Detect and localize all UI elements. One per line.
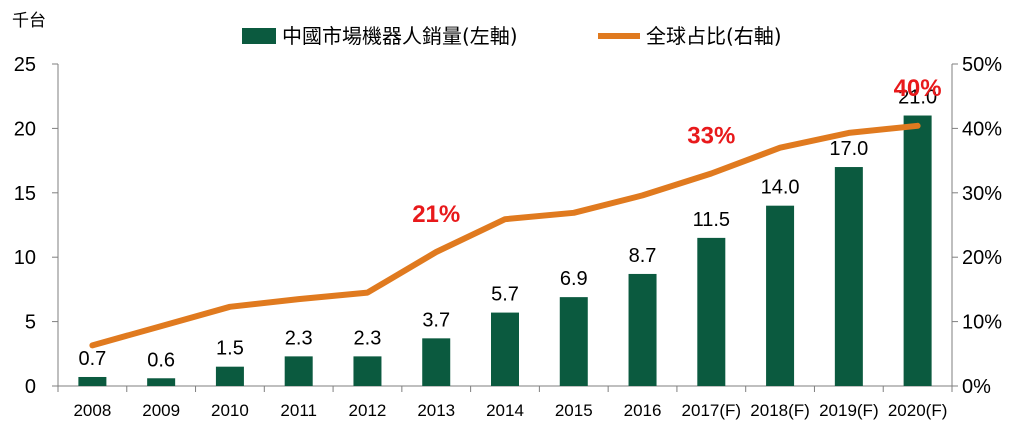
- x-tick-label: 2018(F): [750, 401, 810, 420]
- bar-value-label: 2.3: [354, 327, 382, 349]
- bar: [353, 356, 382, 386]
- bar: [491, 312, 519, 386]
- y-left-tick-label: 25: [14, 54, 36, 76]
- share-callout: 21%: [412, 201, 460, 228]
- x-tick-label: 2010: [211, 401, 249, 420]
- x-tick-label: 2014: [486, 401, 524, 420]
- bar: [147, 378, 176, 386]
- y-right-tick-label: 0%: [962, 376, 991, 398]
- bar-value-label: 6.9: [560, 268, 588, 290]
- bar: [78, 376, 107, 386]
- bar-value-label: 1.5: [216, 338, 244, 360]
- bar: [766, 205, 795, 386]
- bar-value-labels: 0.7 0.6 1.5 2.3 2.3 3.7 5.7 6.9 8.7 11.5 14.0 17.0 2…: [78, 87, 937, 372]
- x-tick-label: 2011: [280, 401, 317, 420]
- x-tick-label: 2008: [73, 401, 111, 420]
- y-right-tick-label: 40%: [962, 118, 1002, 140]
- y-left-axis-label: 千台: [12, 11, 46, 30]
- y-left-tick-label: 0: [25, 376, 36, 398]
- y-left-tick-label: 20: [14, 118, 36, 140]
- share-callout: 40%: [894, 75, 942, 102]
- bar-series: [78, 115, 932, 387]
- bar: [559, 297, 588, 386]
- y-left-tick-label: 15: [14, 183, 36, 205]
- bar-value-label: 11.5: [693, 209, 730, 231]
- bar: [215, 366, 244, 386]
- x-tick-label: 2020(F): [888, 401, 948, 420]
- bar-value-label: 21.0: [898, 87, 937, 109]
- bar: [834, 167, 863, 386]
- line-series: [89, 122, 921, 349]
- bar-value-label: 14.0: [761, 177, 800, 199]
- bar-value-label: 8.7: [629, 245, 657, 267]
- share-line: [89, 122, 921, 349]
- x-tick-labels: 2008 2009 2010 2011 2012 2013 2014 2015 2016 2017…: [73, 401, 947, 420]
- bar-value-label: 3.7: [422, 309, 450, 331]
- bar: [697, 237, 726, 386]
- x-tick-label: 2016: [624, 401, 662, 420]
- share-callout: 33%: [687, 122, 735, 149]
- y-right-tick-label: 50%: [962, 54, 1002, 76]
- x-tick-label: 2009: [142, 401, 180, 420]
- legend-label-bars: 中國市場機器人銷量(左軸): [282, 24, 518, 48]
- x-tick-label: 2013: [417, 401, 455, 420]
- bar-value-label: 5.7: [491, 284, 519, 306]
- bar: [628, 273, 657, 386]
- bar: [903, 115, 932, 387]
- legend: 中國市場機器人銷量(左軸) 全球占比(右軸): [242, 24, 782, 48]
- bar-value-label: 0.6: [147, 349, 175, 371]
- y-left-tick-label: 5: [25, 312, 36, 334]
- x-tick-label: 2015: [555, 401, 593, 420]
- bar: [422, 338, 451, 386]
- callouts: 21% 33% 40%: [412, 75, 941, 228]
- y-left-tick-label: 10: [14, 247, 36, 269]
- x-tick-label: 2017(F): [682, 401, 742, 420]
- bar: [284, 356, 313, 386]
- axes: 0 5 10 15 20 25 0% 10% 20% 30% 40% 50%: [14, 54, 1002, 398]
- bar-value-label: 2.3: [285, 327, 313, 349]
- y-right-tick-label: 30%: [962, 183, 1002, 205]
- bar-value-label: 0.7: [78, 348, 106, 370]
- y-right-tick-label: 20%: [962, 247, 1002, 269]
- x-tick-label: 2019(F): [819, 401, 879, 420]
- legend-label-line: 全球占比(右軸): [646, 24, 782, 48]
- legend-swatch-bars: [242, 28, 276, 44]
- y-right-tick-label: 10%: [962, 312, 1002, 334]
- x-tick-label: 2012: [349, 401, 387, 420]
- bar-value-label: 17.0: [829, 138, 868, 160]
